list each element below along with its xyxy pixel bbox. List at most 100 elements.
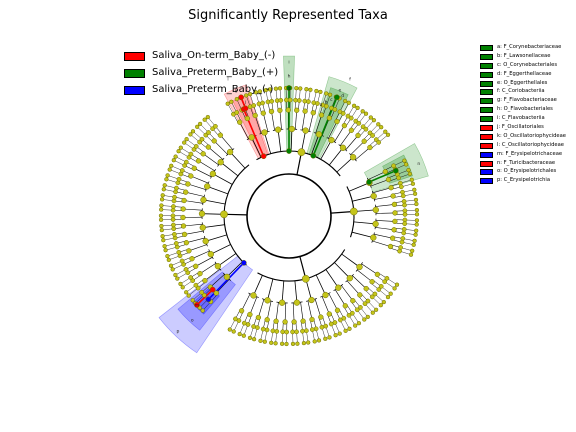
taxa-key-swatch xyxy=(480,53,493,60)
taxon-node xyxy=(368,115,373,120)
taxon-node xyxy=(199,136,205,142)
taxon-node xyxy=(176,176,182,182)
branch-spoke xyxy=(374,233,393,239)
branch-spoke xyxy=(202,224,225,228)
taxon-node xyxy=(337,331,342,336)
branch-spoke xyxy=(295,110,297,130)
taxon-node xyxy=(369,279,375,285)
taxon-node xyxy=(387,243,394,250)
taxon-node xyxy=(408,252,414,257)
taxon-node xyxy=(213,123,218,129)
clade-label: j xyxy=(244,100,246,106)
taxon-node xyxy=(340,111,346,116)
taxon-node xyxy=(334,307,341,313)
legend-swatch xyxy=(124,52,145,61)
taxon-node xyxy=(287,97,293,103)
taxon-node xyxy=(403,162,409,167)
taxon-node xyxy=(346,100,351,105)
taxon-node xyxy=(251,103,257,108)
taxon-node xyxy=(313,326,319,332)
legend-label: Saliva_Preterm_Baby_(-) xyxy=(152,84,274,95)
taxon-node xyxy=(384,275,390,281)
taxon-node xyxy=(379,125,384,130)
clade-label: a xyxy=(320,103,323,108)
taxon-node xyxy=(171,158,176,163)
branch-spoke xyxy=(184,200,203,204)
taxon-node xyxy=(175,276,180,281)
taxon-node xyxy=(167,167,172,172)
taxon-node xyxy=(182,140,187,145)
taxon-node xyxy=(358,305,363,310)
taxon-node xyxy=(217,132,224,138)
taxon-node xyxy=(247,311,253,318)
taxa-key-swatch xyxy=(480,178,493,185)
taxon-node xyxy=(162,183,167,188)
taxon-node xyxy=(237,331,242,337)
taxon-node xyxy=(286,148,292,154)
clade-label: l xyxy=(227,77,228,83)
branch-spoke xyxy=(199,263,217,274)
taxon-node xyxy=(291,319,297,325)
taxon-node xyxy=(296,98,302,103)
taxon-node xyxy=(268,108,275,115)
taxon-node xyxy=(273,86,279,91)
taxon-node xyxy=(365,314,370,320)
taxon-node xyxy=(295,341,300,346)
cladogram-nodes xyxy=(158,85,420,347)
taxon-node xyxy=(309,327,315,332)
branch-spoke xyxy=(183,223,203,227)
taxon-node xyxy=(211,138,217,144)
taxon-node xyxy=(411,242,416,247)
taxon-node xyxy=(267,87,273,92)
taxon-node xyxy=(302,127,309,134)
taxon-node xyxy=(178,145,183,150)
branch-arc xyxy=(256,150,341,177)
taxon-node xyxy=(199,224,206,231)
taxon-node xyxy=(284,341,289,347)
taxon-node xyxy=(388,291,393,296)
branch-spoke xyxy=(267,278,274,301)
taxa-key-label: a: F_Corynebacteriaceae xyxy=(497,44,562,50)
branch-spoke xyxy=(375,220,395,222)
branch-spoke xyxy=(251,137,262,158)
branch-spoke xyxy=(190,175,209,184)
taxon-node xyxy=(413,232,418,237)
taxon-node xyxy=(412,238,417,243)
taxon-node xyxy=(301,274,310,283)
taxon-node xyxy=(160,234,165,239)
taxon-node xyxy=(181,231,188,238)
taxon-node xyxy=(205,296,212,303)
taxon-node xyxy=(370,310,375,315)
taxon-node xyxy=(184,290,189,295)
branch-spoke xyxy=(249,296,258,315)
branch-spoke xyxy=(334,262,351,279)
taxon-node xyxy=(350,298,356,304)
taxon-node xyxy=(286,85,292,91)
taxon-node xyxy=(414,218,420,223)
taxon-node xyxy=(198,210,206,217)
taxon-node xyxy=(406,167,411,173)
taxon-node xyxy=(324,91,329,96)
taxon-node xyxy=(262,339,267,344)
taxon-node xyxy=(304,87,309,92)
taxon-node xyxy=(161,187,166,192)
taxa-key-label: k: O_Oscillatoriophycideae xyxy=(497,132,566,139)
taxon-node xyxy=(342,303,348,309)
taxa-key-swatch xyxy=(480,45,493,51)
taxon-node xyxy=(173,154,178,159)
taxon-node xyxy=(376,287,382,292)
taxon-node xyxy=(252,112,258,119)
taxon-node xyxy=(202,277,208,284)
taxon-node xyxy=(180,214,186,221)
taxon-node xyxy=(400,193,406,199)
taxon-node xyxy=(414,212,420,217)
taxon-node xyxy=(241,333,246,338)
taxa-key-swatch xyxy=(480,169,493,176)
taxon-node xyxy=(356,321,362,326)
taxon-node xyxy=(206,130,211,135)
branch-spoke xyxy=(375,227,395,231)
branch-spoke xyxy=(184,230,204,235)
taxon-node xyxy=(159,203,164,208)
taxon-node xyxy=(278,97,284,103)
branch-spoke xyxy=(375,204,395,207)
